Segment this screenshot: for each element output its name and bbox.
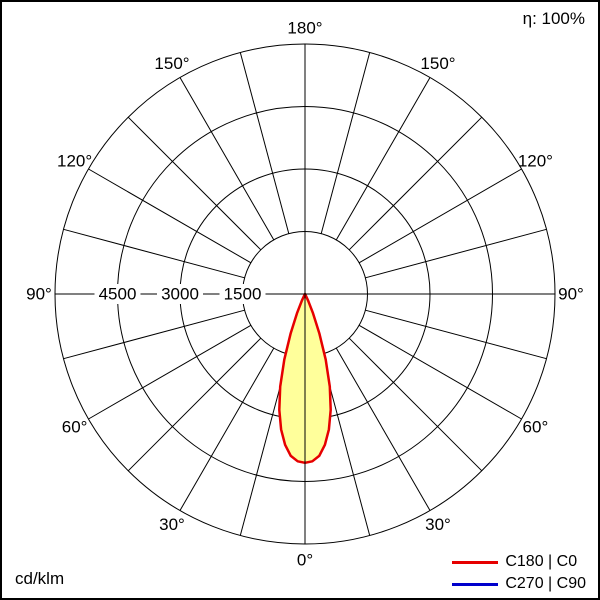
angle-label: 60° (523, 418, 549, 437)
angle-label: 180° (287, 19, 322, 38)
ring-label: 1500 (224, 285, 262, 304)
grid-spoke (335, 347, 431, 511)
angle-label: 90° (558, 285, 584, 304)
angle-label: 120° (57, 152, 92, 171)
ring-label: 3000 (161, 285, 199, 304)
grid-spoke (127, 337, 262, 472)
grid-spoke (320, 52, 371, 234)
legend-label-c0: C180 | C0 (505, 553, 578, 570)
legend-item-c90: C270 | C90 (452, 575, 586, 593)
angle-label: 90° (26, 285, 52, 304)
grid-spoke (179, 347, 275, 511)
grid-spoke (88, 324, 252, 420)
grid-spoke (63, 228, 245, 279)
unit-label: cd/klm (15, 569, 65, 588)
efficiency-label: η: 100% (522, 9, 585, 28)
grid-spoke (348, 116, 483, 251)
grid-spoke (358, 324, 522, 420)
legend-item-c0: C180 | C0 (452, 553, 577, 571)
grid-spoke (179, 77, 275, 241)
angle-label: 60° (62, 418, 88, 437)
grid-spoke (63, 309, 245, 360)
ring-label: 4500 (99, 285, 137, 304)
grid-spoke (365, 309, 547, 360)
ring-label-bg (157, 284, 203, 304)
grid-spoke (365, 228, 547, 279)
angle-label: 120° (518, 152, 553, 171)
ring-label-bg (219, 284, 266, 304)
grid-spoke (335, 77, 431, 241)
angle-label: 30° (159, 515, 185, 534)
legend-line-blue-icon (452, 582, 499, 586)
angle-label: 30° (425, 515, 451, 534)
grid-spoke (127, 116, 262, 251)
grid-spoke (239, 52, 290, 234)
grid-spoke (348, 337, 483, 472)
legend-label-c90: C270 | C90 (505, 575, 586, 592)
legend: C180 | C0 C270 | C90 (452, 553, 586, 593)
grid-spoke (358, 168, 522, 264)
ring-label-bg (94, 284, 141, 304)
angle-label: 150° (420, 54, 455, 73)
angle-label: 150° (154, 54, 189, 73)
angle-label: 0° (297, 551, 313, 570)
grid-spoke (88, 168, 252, 264)
legend-line-red-icon (452, 560, 499, 564)
